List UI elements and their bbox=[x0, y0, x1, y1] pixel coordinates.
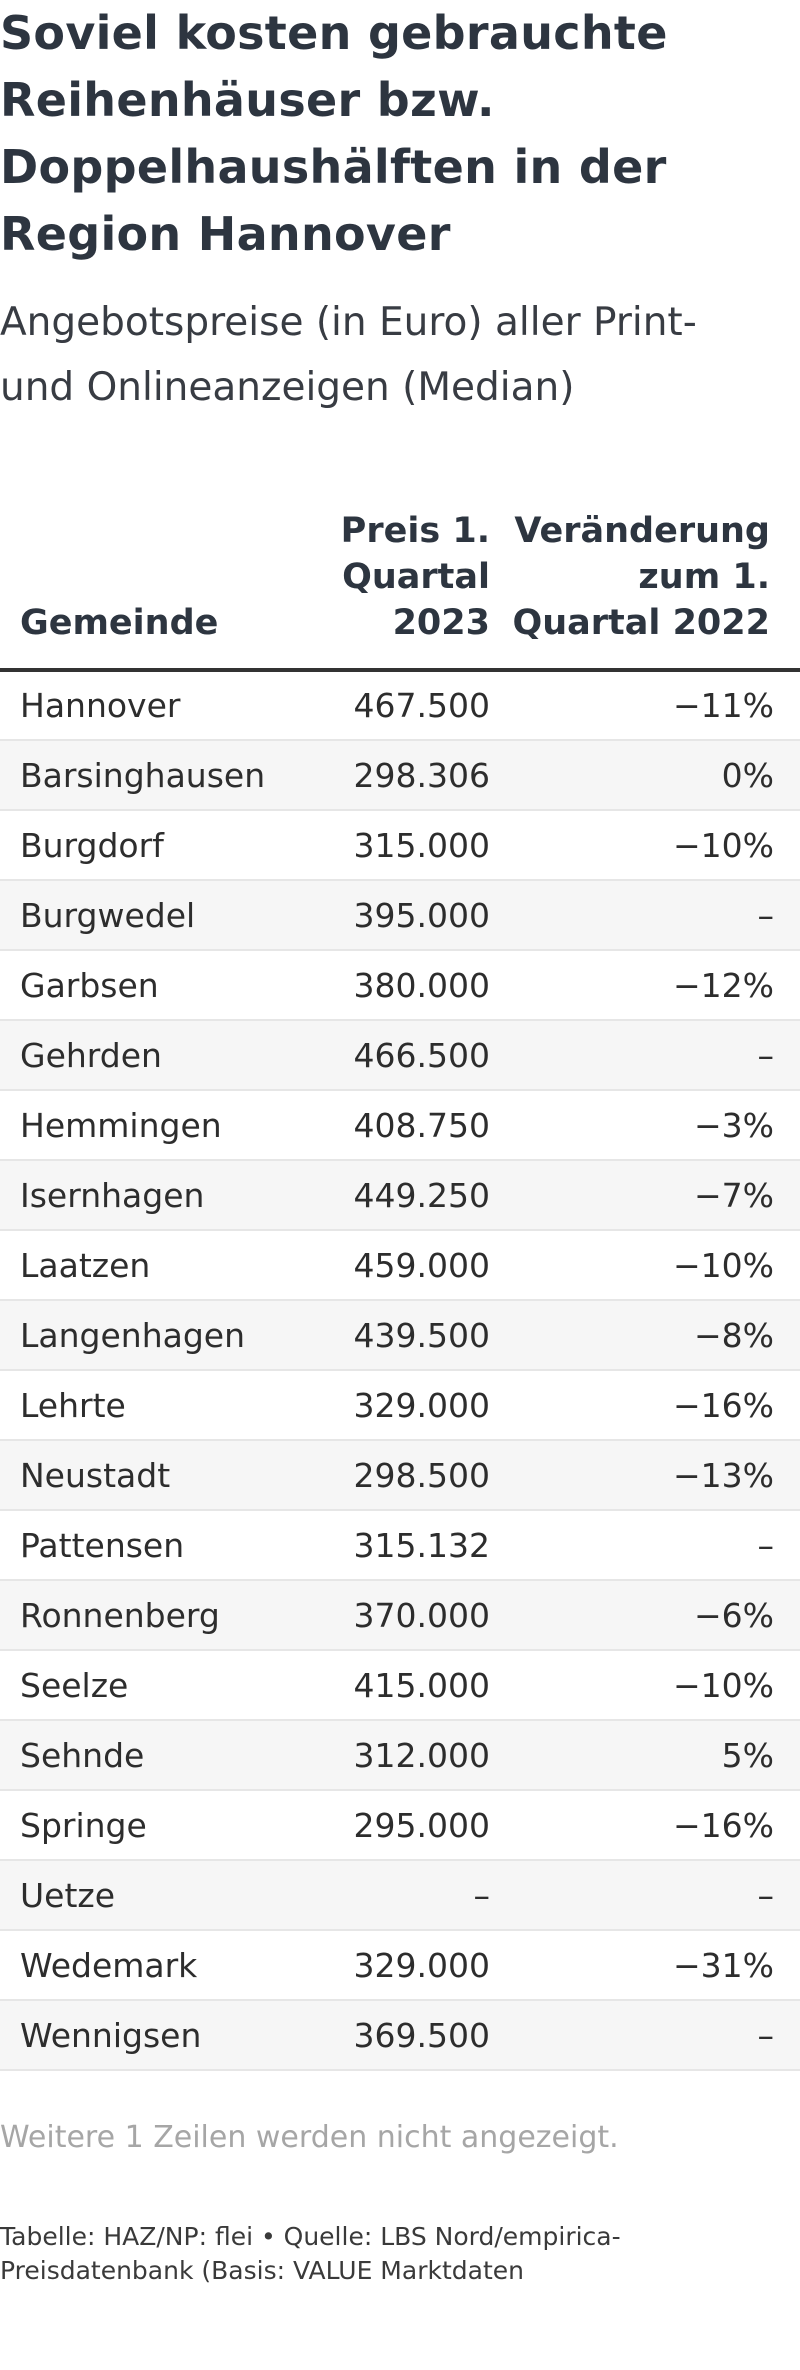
cell-gemeinde: Ronnenberg bbox=[0, 1580, 290, 1651]
cell-preis: 439.500 bbox=[290, 1300, 490, 1371]
chart-subtitle: Angebotspreise (in Euro) aller Print- un… bbox=[0, 300, 697, 410]
price-table: Gemeinde Preis 1. Quartal 2023 Veränderu… bbox=[0, 470, 800, 2071]
table-row: Hemmingen 408.750 −3% bbox=[0, 1090, 800, 1161]
table-row: Neustadt 298.500 −13% bbox=[0, 1440, 800, 1511]
table-row: Isernhagen 449.250 −7% bbox=[0, 1160, 800, 1231]
cell-veraenderung: 0% bbox=[490, 740, 800, 811]
cell-veraenderung: – bbox=[490, 1020, 800, 1091]
cell-preis: 298.500 bbox=[290, 1440, 490, 1511]
cell-preis: – bbox=[290, 1860, 490, 1931]
cell-veraenderung: – bbox=[490, 1510, 800, 1581]
table-header: Gemeinde Preis 1. Quartal 2023 Veränderu… bbox=[0, 470, 800, 672]
cell-veraenderung: 5% bbox=[490, 1720, 800, 1791]
cell-veraenderung: −16% bbox=[490, 1370, 800, 1441]
cell-gemeinde: Wedemark bbox=[0, 1930, 290, 2001]
column-header-gemeinde[interactable]: Gemeinde bbox=[0, 470, 290, 672]
cell-preis: 295.000 bbox=[290, 1790, 490, 1861]
cell-gemeinde: Neustadt bbox=[0, 1440, 290, 1511]
cell-preis: 329.000 bbox=[290, 1930, 490, 2001]
table-row: Barsinghausen 298.306 0% bbox=[0, 740, 800, 811]
cell-gemeinde: Springe bbox=[0, 1790, 290, 1861]
cell-veraenderung: −7% bbox=[490, 1160, 800, 1231]
cell-preis: 415.000 bbox=[290, 1650, 490, 1721]
cell-veraenderung: −10% bbox=[490, 810, 800, 881]
table-row: Wennigsen 369.500– bbox=[0, 2000, 800, 2071]
cell-veraenderung: −12% bbox=[490, 950, 800, 1021]
cell-gemeinde: Uetze bbox=[0, 1860, 290, 1931]
cell-gemeinde: Garbsen bbox=[0, 950, 290, 1021]
table-row: Ronnenberg 370.000 −6% bbox=[0, 1580, 800, 1651]
cell-gemeinde: Seelze bbox=[0, 1650, 290, 1721]
cell-veraenderung: −16% bbox=[490, 1790, 800, 1861]
table-row: Gehrden 466.500– bbox=[0, 1020, 800, 1091]
cell-gemeinde: Pattensen bbox=[0, 1510, 290, 1581]
cell-veraenderung: −3% bbox=[490, 1090, 800, 1161]
table-row: Hannover 467.500 −11% bbox=[0, 670, 800, 741]
cell-preis: 467.500 bbox=[290, 670, 490, 741]
cell-preis: 449.250 bbox=[290, 1160, 490, 1231]
cell-preis: 370.000 bbox=[290, 1580, 490, 1651]
hidden-rows-note: Weitere 1 Zeilen werden nicht angezeigt. bbox=[0, 2120, 619, 2155]
cell-preis: 315.000 bbox=[290, 810, 490, 881]
cell-gemeinde: Hannover bbox=[0, 670, 290, 741]
cell-veraenderung: – bbox=[490, 1860, 800, 1931]
cell-gemeinde: Gehrden bbox=[0, 1020, 290, 1091]
cell-veraenderung: – bbox=[490, 880, 800, 951]
cell-gemeinde: Isernhagen bbox=[0, 1160, 290, 1231]
table-row: Burgwedel 395.000– bbox=[0, 880, 800, 951]
table-row: Laatzen 459.000 −10% bbox=[0, 1230, 800, 1301]
cell-veraenderung: −11% bbox=[490, 670, 800, 741]
table-row: Wedemark 329.000 −31% bbox=[0, 1930, 800, 2001]
cell-gemeinde: Hemmingen bbox=[0, 1090, 290, 1161]
source-note: Tabelle: HAZ/NP: flei • Quelle: LBS Nord… bbox=[0, 2222, 621, 2285]
table-row: Langenhagen 439.500 −8% bbox=[0, 1300, 800, 1371]
cell-veraenderung: – bbox=[490, 2000, 800, 2071]
cell-veraenderung: −31% bbox=[490, 1930, 800, 2001]
cell-preis: 315.132 bbox=[290, 1510, 490, 1581]
table-row: Springe 295.000 −16% bbox=[0, 1790, 800, 1861]
cell-preis: 369.500 bbox=[290, 2000, 490, 2071]
table-row: Burgdorf 315.000 −10% bbox=[0, 810, 800, 881]
cell-preis: 466.500 bbox=[290, 1020, 490, 1091]
cell-preis: 408.750 bbox=[290, 1090, 490, 1161]
cell-gemeinde: Wennigsen bbox=[0, 2000, 290, 2071]
cell-veraenderung: −10% bbox=[490, 1230, 800, 1301]
cell-veraenderung: −6% bbox=[490, 1580, 800, 1651]
table-row: Pattensen 315.132– bbox=[0, 1510, 800, 1581]
cell-preis: 329.000 bbox=[290, 1370, 490, 1441]
cell-gemeinde: Barsinghausen bbox=[0, 740, 290, 811]
cell-veraenderung: −8% bbox=[490, 1300, 800, 1371]
table-row: Uetze – – bbox=[0, 1860, 800, 1931]
cell-preis: 380.000 bbox=[290, 950, 490, 1021]
cell-veraenderung: −13% bbox=[490, 1440, 800, 1511]
table-row: Sehnde 312.000 5% bbox=[0, 1720, 800, 1791]
cell-gemeinde: Burgwedel bbox=[0, 880, 290, 951]
cell-gemeinde: Laatzen bbox=[0, 1230, 290, 1301]
cell-gemeinde: Lehrte bbox=[0, 1370, 290, 1441]
cell-gemeinde: Langenhagen bbox=[0, 1300, 290, 1371]
table-row: Lehrte 329.000 −16% bbox=[0, 1370, 800, 1441]
cell-gemeinde: Sehnde bbox=[0, 1720, 290, 1791]
column-header-preis[interactable]: Preis 1. Quartal 2023 bbox=[290, 470, 490, 672]
table-header-row: Gemeinde Preis 1. Quartal 2023 Veränderu… bbox=[0, 470, 800, 672]
cell-preis: 312.000 bbox=[290, 1720, 490, 1791]
cell-preis: 395.000 bbox=[290, 880, 490, 951]
cell-preis: 298.306 bbox=[290, 740, 490, 811]
table-body: Hannover 467.500 −11% Barsinghausen 298.306 0… bbox=[0, 670, 800, 2071]
table-row: Garbsen 380.000 −12% bbox=[0, 950, 800, 1021]
cell-gemeinde: Burgdorf bbox=[0, 810, 290, 881]
table-container: Gemeinde Preis 1. Quartal 2023 Veränderu… bbox=[0, 470, 800, 2071]
column-header-veraenderung[interactable]: Veränderung zum 1. Quartal 2022 bbox=[490, 470, 800, 672]
cell-veraenderung: −10% bbox=[490, 1650, 800, 1721]
table-row: Seelze 415.000 −10% bbox=[0, 1650, 800, 1721]
cell-preis: 459.000 bbox=[290, 1230, 490, 1301]
chart-title: Soviel kosten gebrauchte Reihenhäuser bz… bbox=[0, 6, 668, 261]
